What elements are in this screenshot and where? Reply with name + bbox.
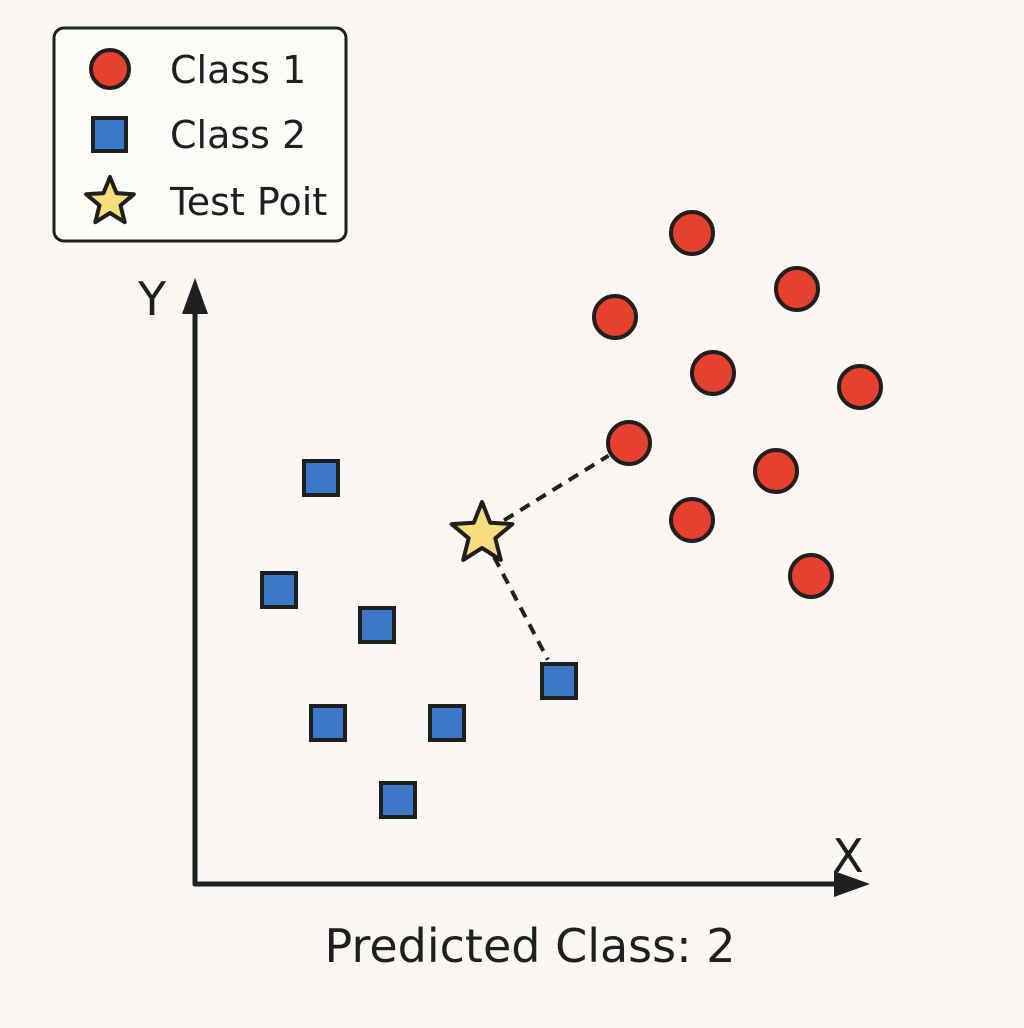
class-1-point-7 xyxy=(753,448,799,494)
y-axis-arrowhead-icon xyxy=(182,278,208,314)
legend-class-2-square-icon xyxy=(91,116,128,153)
legend-label-class-2: Class 2 xyxy=(170,113,306,157)
class-2-point-3 xyxy=(358,606,396,644)
legend: Class 1 Class 2 Test Poit xyxy=(52,26,348,243)
x-axis-label: X xyxy=(832,829,864,883)
legend-test-point-star-icon xyxy=(84,175,136,225)
x-axis-arrowhead-icon xyxy=(834,871,870,897)
test-point-star xyxy=(449,500,515,562)
neighbor-link-1 xyxy=(503,453,610,523)
class-1-point-2 xyxy=(774,266,820,312)
predicted-class-annotation: Predicted Class: 2 xyxy=(325,919,736,973)
class-2-point-1 xyxy=(302,459,340,497)
class-1-point-9 xyxy=(788,553,834,599)
class-2-point-2 xyxy=(260,571,298,609)
class-2-point-6 xyxy=(379,781,417,819)
legend-label-class-1: Class 1 xyxy=(170,48,306,92)
neighbor-links xyxy=(492,453,610,661)
class-1-point-8 xyxy=(669,497,715,543)
axes: Y X xyxy=(137,272,870,897)
class-1-point-4 xyxy=(690,350,736,396)
data-points xyxy=(260,210,883,819)
legend-label-test-point: Test Poit xyxy=(169,180,327,224)
y-axis-label: Y xyxy=(137,272,167,326)
class-1-point-1 xyxy=(669,210,715,256)
class-2-point-4 xyxy=(309,704,347,742)
legend-class-1-circle-icon xyxy=(89,48,131,90)
class-1-point-6 xyxy=(606,420,652,466)
class-1-point-5 xyxy=(837,364,883,410)
class-2-point-5 xyxy=(428,704,466,742)
class-1-point-3 xyxy=(592,294,638,340)
neighbor-link-2 xyxy=(492,556,550,661)
class-2-point-7 xyxy=(540,662,578,700)
